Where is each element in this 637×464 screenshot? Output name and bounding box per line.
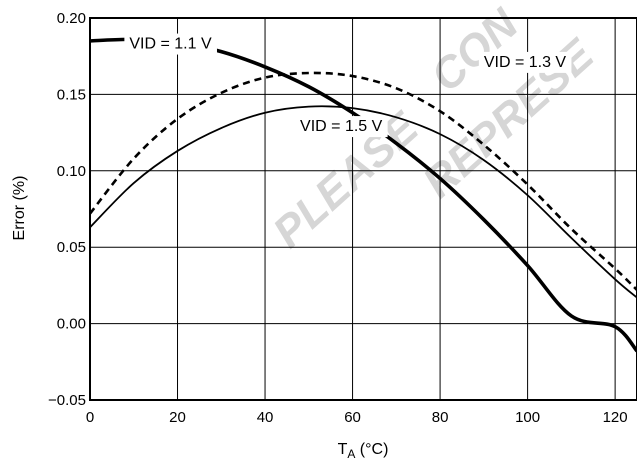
x-tick-label: 0	[86, 409, 94, 426]
x-tick-label: 40	[257, 409, 274, 426]
y-tick-label: −0.05	[48, 392, 86, 409]
series-annotation: VID = 1.5 V	[300, 118, 383, 135]
annotations: VID = 1.1 V VID = 1.3 V VID = 1.5 V	[124, 33, 572, 138]
annotation-background	[124, 33, 217, 55]
y-tick-label: 0.05	[57, 239, 86, 256]
plot-frame	[89, 17, 637, 401]
x-axis-title: TA (°C)	[338, 441, 389, 461]
y-tick-label: 0.10	[57, 163, 86, 180]
series-line	[88, 71, 637, 291]
series-annotation: VID = 1.3 V	[484, 54, 567, 71]
y-tick-label: 0.15	[57, 86, 86, 103]
series-annotation: VID = 1.1 V	[129, 36, 212, 53]
y-axis-title: Error (%)	[11, 176, 28, 241]
x-tick-label: 100	[515, 409, 540, 426]
x-tick-labels: 0 20 40 60 80 100 120	[86, 409, 628, 426]
y-tick-labels: −0.05 0.00 0.05 0.10 0.15 0.20	[48, 10, 86, 409]
y-tick-label: 0.20	[57, 10, 86, 27]
annotation-background	[295, 116, 388, 138]
series-line	[89, 105, 637, 299]
x-tick-label: 120	[603, 409, 628, 426]
x-tick-label: 60	[344, 409, 361, 426]
x-tick-label: 80	[432, 409, 449, 426]
y-tick-label: 0.00	[57, 316, 86, 333]
x-tick-label: 20	[169, 409, 186, 426]
annotation-background	[478, 51, 572, 73]
